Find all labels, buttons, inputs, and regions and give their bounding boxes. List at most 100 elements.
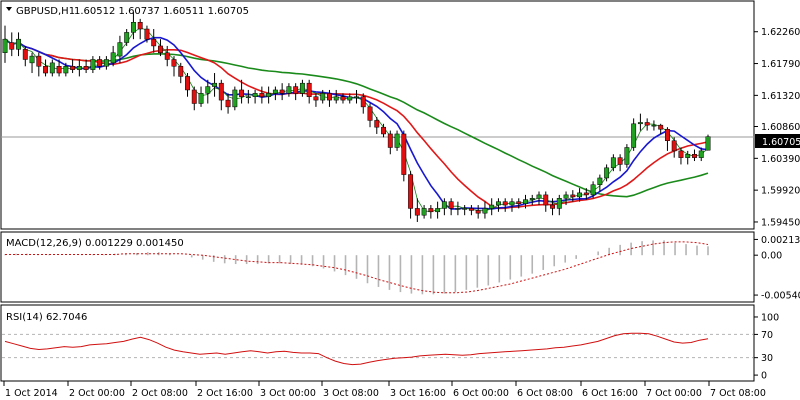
candle-body (178, 66, 184, 77)
candle-body (63, 66, 69, 74)
chart-title: GBPUSD,H1 1.60512 1.60737 1.60511 1.6070… (6, 6, 249, 17)
candle-body (56, 66, 62, 74)
candle-body (347, 96, 353, 101)
candle (556, 194, 562, 216)
candle (76, 59, 82, 77)
candle-body (360, 96, 366, 108)
time-tick-label: 3 Oct 16:00 (390, 388, 446, 399)
price-tick-label: 1.59920 (761, 186, 800, 197)
candle-body (509, 201, 515, 206)
candle-body (185, 76, 190, 91)
price-tick-label: 1.60390 (761, 154, 800, 165)
candle (49, 59, 55, 77)
candle (178, 62, 184, 84)
candle (482, 201, 488, 219)
candle (428, 205, 434, 219)
candle-body (117, 42, 123, 57)
candle (644, 118, 650, 131)
candle (232, 86, 238, 111)
candle (272, 86, 278, 101)
candle (374, 117, 380, 134)
candle (354, 89, 359, 104)
candle-body (536, 194, 542, 199)
candle-body (705, 136, 711, 151)
price-panel-frame (0, 0, 755, 230)
candle-body (489, 204, 495, 209)
candle-body (124, 32, 130, 43)
candle-body (299, 82, 305, 94)
time-tick-label: 2 Oct 16:00 (197, 388, 253, 399)
candle (475, 205, 481, 219)
candle-body (428, 208, 434, 213)
candle-body (698, 150, 704, 158)
rsi-line (4, 332, 709, 366)
ma-green-line (4, 38, 709, 198)
candle (664, 127, 670, 151)
candle (313, 93, 319, 107)
candle (529, 194, 535, 206)
candle (70, 59, 76, 74)
candle-body (97, 59, 103, 67)
candle-body (158, 45, 163, 53)
candle-body (475, 210, 481, 214)
ma-thin-green-line (4, 27, 709, 213)
candle-body (516, 201, 522, 204)
candle (158, 39, 163, 57)
candle (347, 93, 353, 104)
candle-body (597, 177, 603, 185)
candle (536, 191, 542, 206)
candle (394, 130, 400, 151)
candle-body (22, 49, 28, 60)
candle (414, 198, 420, 222)
candle-body (651, 124, 657, 127)
candle (124, 29, 130, 46)
candle-body (556, 198, 562, 209)
candle-body (306, 82, 312, 97)
rsi-tick-label: 100 (761, 312, 779, 323)
candle (468, 205, 474, 216)
candle-body (590, 184, 596, 196)
candle-body (279, 89, 285, 94)
rsi-gridlines (2, 333, 753, 359)
time-tick-label: 2 Oct 00:00 (69, 388, 125, 399)
candle (455, 201, 461, 216)
candle-body (441, 201, 447, 209)
candle-body (252, 93, 258, 97)
candle (435, 201, 441, 219)
candle (462, 205, 468, 216)
candle (604, 164, 610, 182)
candle-body (644, 122, 650, 126)
candle-body (70, 66, 76, 70)
candle (617, 154, 623, 172)
chart-title-ohlc: 1.60512 1.60737 1.60511 1.60705 (74, 6, 249, 17)
candle-body (529, 198, 535, 200)
candle (137, 18, 143, 40)
macd-tick-label: -0.005403 (761, 291, 800, 302)
candle (590, 181, 596, 199)
candle-body (502, 201, 508, 206)
candle (191, 86, 197, 111)
candle-body (678, 150, 684, 158)
candle (448, 198, 454, 216)
ma-blue-line (4, 36, 709, 210)
candle (117, 35, 123, 63)
candle (225, 93, 231, 114)
symbol-dropdown-icon[interactable] (6, 7, 12, 11)
candle (705, 134, 711, 151)
candle-body (137, 21, 143, 30)
candle (509, 198, 515, 212)
time-tick-label: 7 Oct 08:00 (710, 388, 766, 399)
candle (489, 198, 495, 216)
candle-body (381, 126, 386, 135)
candle (212, 73, 217, 97)
candle-body (692, 154, 697, 158)
candle (631, 118, 637, 151)
candle (637, 113, 643, 131)
candle-body (293, 86, 299, 94)
candle-body (191, 89, 197, 104)
candle (577, 188, 583, 202)
candle-body (401, 133, 407, 175)
candle-body (448, 201, 454, 209)
